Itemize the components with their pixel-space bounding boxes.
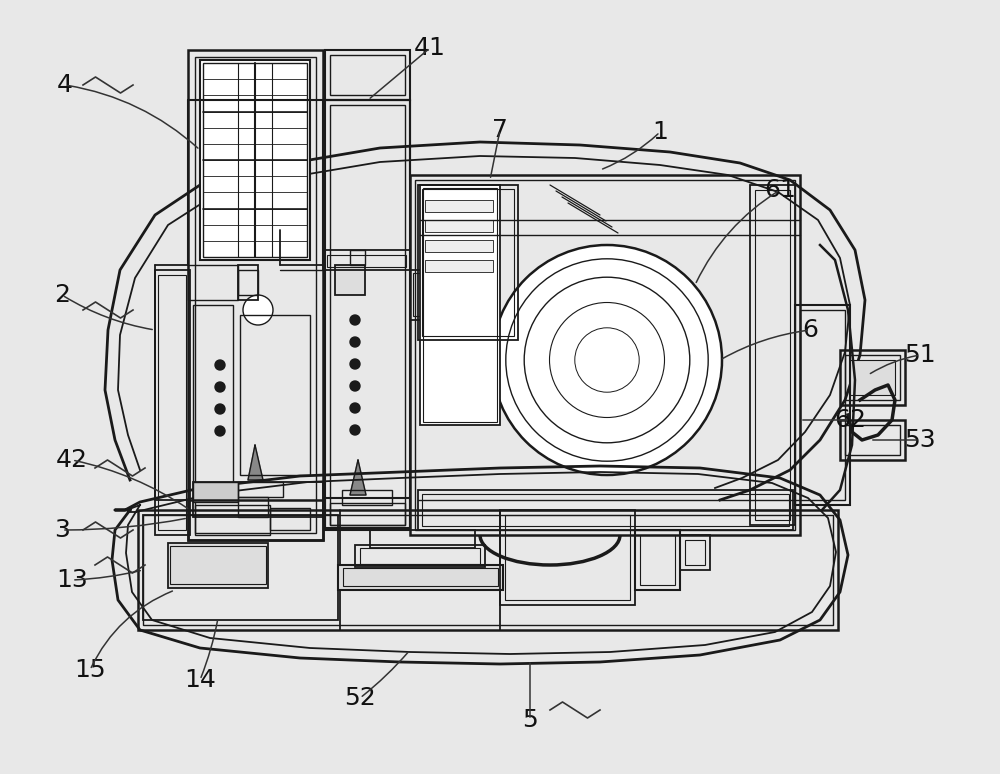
Bar (845, 425, 900, 455)
Text: 2: 2 (54, 283, 70, 307)
Bar (270, 508, 310, 530)
Bar (188, 500, 323, 540)
Bar (325, 100, 410, 530)
Bar (238, 497, 268, 517)
Bar (410, 270, 435, 320)
Text: 4: 4 (57, 73, 73, 97)
Bar (323, 250, 410, 270)
Bar (680, 535, 710, 570)
Bar (845, 355, 900, 400)
Bar (425, 220, 493, 232)
Circle shape (350, 403, 360, 413)
Text: 42: 42 (56, 448, 88, 472)
Bar (325, 50, 410, 100)
Bar (158, 275, 186, 530)
Bar (418, 490, 793, 530)
Polygon shape (350, 460, 366, 495)
Bar (240, 315, 310, 475)
Text: 5: 5 (522, 708, 538, 732)
Bar (343, 568, 498, 586)
Bar (203, 63, 307, 257)
Circle shape (492, 245, 722, 475)
Bar (350, 250, 365, 265)
Bar (193, 482, 238, 502)
Bar (420, 185, 500, 425)
Text: 52: 52 (344, 686, 376, 710)
Bar (418, 185, 518, 340)
Text: 15: 15 (74, 658, 106, 682)
Bar (750, 185, 795, 525)
Bar (238, 265, 258, 300)
Bar (143, 515, 338, 620)
Bar (422, 494, 789, 526)
Bar (685, 540, 705, 565)
Bar (370, 530, 475, 548)
Bar (635, 530, 680, 590)
Bar (800, 310, 845, 500)
Bar (138, 510, 838, 630)
Text: 41: 41 (414, 36, 446, 60)
Bar (330, 503, 405, 525)
Bar (335, 265, 365, 295)
Bar (193, 305, 233, 485)
Circle shape (215, 404, 225, 414)
Bar (170, 546, 266, 584)
Circle shape (215, 382, 225, 392)
Bar (338, 565, 503, 590)
Polygon shape (248, 445, 263, 480)
Bar (325, 498, 410, 528)
Bar (195, 505, 270, 535)
Bar (410, 175, 800, 535)
Bar (413, 273, 431, 316)
Text: 61: 61 (764, 178, 796, 202)
Bar (640, 535, 675, 585)
Bar (423, 188, 497, 422)
Text: 53: 53 (904, 428, 936, 452)
Bar (330, 105, 405, 525)
Bar (195, 57, 316, 533)
Bar (330, 55, 405, 95)
Bar (200, 60, 310, 260)
Bar (425, 200, 493, 212)
Bar (755, 190, 790, 520)
Bar (850, 360, 895, 395)
Bar (355, 545, 485, 567)
Circle shape (350, 315, 360, 325)
Circle shape (215, 426, 225, 436)
Text: 7: 7 (492, 118, 508, 142)
Text: 51: 51 (904, 343, 936, 367)
Text: 13: 13 (56, 568, 88, 592)
Bar (360, 548, 480, 564)
Bar (193, 482, 323, 517)
Bar (425, 240, 493, 252)
Circle shape (350, 359, 360, 369)
Bar (500, 510, 635, 605)
Circle shape (215, 360, 225, 370)
Text: 3: 3 (54, 518, 70, 542)
Text: 14: 14 (184, 668, 216, 692)
Bar (188, 265, 238, 300)
Bar (415, 180, 795, 530)
Circle shape (350, 337, 360, 347)
Bar (238, 270, 258, 295)
Bar (168, 543, 268, 588)
Bar (155, 270, 190, 535)
Bar (422, 189, 514, 336)
Bar (238, 482, 283, 497)
Bar (840, 420, 905, 460)
Circle shape (243, 295, 273, 325)
Bar (795, 305, 850, 505)
Text: 1: 1 (652, 120, 668, 144)
Bar (342, 490, 392, 505)
Text: 6: 6 (802, 318, 818, 342)
Bar (425, 260, 493, 272)
Bar (505, 515, 630, 600)
Bar (840, 350, 905, 405)
Circle shape (350, 381, 360, 391)
Text: 62: 62 (834, 408, 866, 432)
Circle shape (350, 425, 360, 435)
Bar (143, 515, 833, 625)
Bar (188, 50, 323, 540)
Bar (327, 255, 406, 267)
